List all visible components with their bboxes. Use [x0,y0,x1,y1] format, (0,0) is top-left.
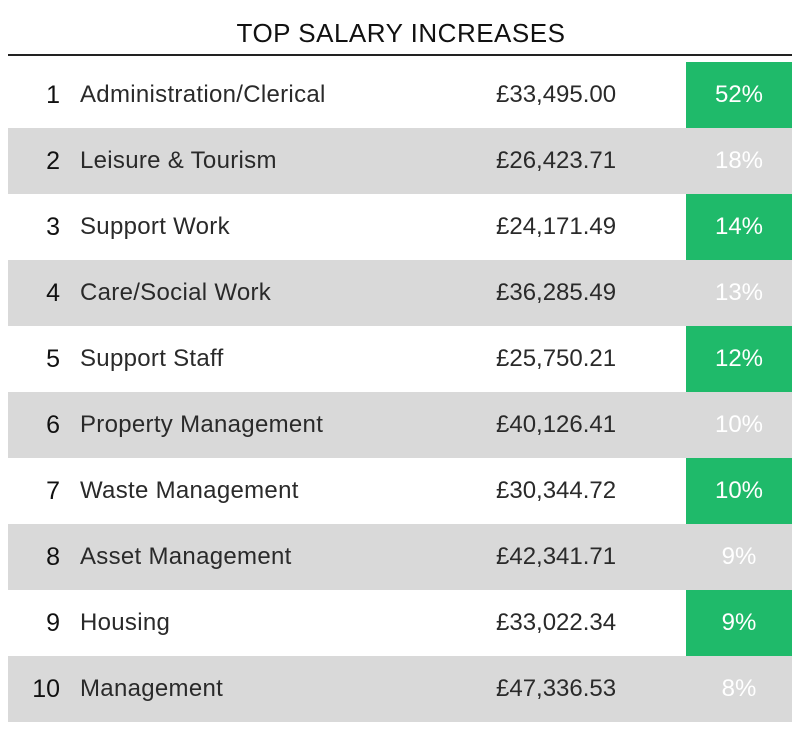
increase-percent-cell: 8% [721,675,757,702]
salary-cell: £25,750.21 [496,345,617,372]
salary-cell: £30,344.72 [496,477,617,504]
increase-percent-cell: 12% [714,345,764,372]
increase-percent-cell: 9% [721,609,757,636]
salary-cell: £33,022.34 [496,609,617,636]
rank-cell: 7 [46,477,60,505]
table-title: TOP SALARY INCREASES [236,18,566,48]
salary-cell: £24,171.49 [496,213,617,240]
rank-cell: 1 [46,81,60,109]
category-cell: Support Work [80,213,230,240]
rank-cell: 6 [46,411,60,439]
category-cell: Administration/Clerical [80,81,326,108]
category-cell: Waste Management [80,477,299,504]
increase-percent-cell: 14% [714,213,764,240]
rank-cell: 9 [46,609,60,637]
increase-percent-cell: 52% [714,81,764,108]
increase-percent-cell: 10% [714,477,764,504]
category-cell: Leisure & Tourism [80,147,277,174]
rank-cell: 5 [46,345,60,373]
title-divider [8,54,792,56]
increase-percent-cell: 18% [714,147,764,174]
table-row: 8 Asset Management £42,341.71 9% [8,524,792,590]
category-cell: Property Management [80,411,324,438]
rank-cell: 8 [46,543,60,571]
table-row: 6 Property Management £40,126.41 10% [8,392,792,458]
increase-percent-cell: 13% [714,279,764,306]
rank-cell: 2 [46,147,60,175]
category-cell: Support Staff [80,345,224,372]
salary-cell: £26,423.71 [496,147,617,174]
table-row: 2 Leisure & Tourism £26,423.71 18% [8,128,792,194]
salary-cell: £42,341.71 [496,543,617,570]
increase-percent-cell: 10% [714,411,764,438]
salary-cell: £33,495.00 [496,81,617,108]
rank-cell: 10 [32,675,60,703]
salary-cell: £40,126.41 [496,411,617,438]
table-row: 1 Administration/Clerical £33,495.00 52% [8,62,792,128]
salary-cell: £36,285.49 [496,279,617,306]
increase-percent-cell: 9% [721,543,757,570]
table-row: 9 Housing £33,022.34 9% [8,590,792,656]
table-row: 4 Care/Social Work £36,285.49 13% [8,260,792,326]
salary-cell: £47,336.53 [496,675,617,702]
rank-cell: 4 [46,279,60,307]
category-cell: Care/Social Work [80,279,272,306]
table-row: 7 Waste Management £30,344.72 10% [8,458,792,524]
salary-table: 1 Administration/Clerical £33,495.00 52% 2 Le… [8,62,792,722]
table-row: 5 Support Staff £25,750.21 12% [8,326,792,392]
table-row: 10 Management £47,336.53 8% [8,656,792,722]
rank-cell: 3 [46,213,60,241]
category-cell: Management [80,675,224,702]
category-cell: Housing [80,609,171,636]
table-row: 3 Support Work £24,171.49 14% [8,194,792,260]
category-cell: Asset Management [80,543,292,570]
